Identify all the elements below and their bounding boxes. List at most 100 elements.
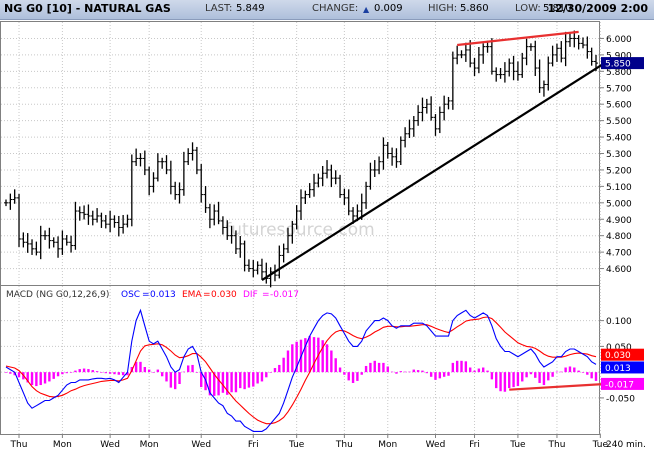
dif-bar <box>217 372 220 396</box>
ohlc-bar <box>34 241 39 256</box>
dif-bar <box>503 372 507 392</box>
x-tick-label: Tue <box>592 440 609 450</box>
price-tick-label: 5.000 <box>606 199 632 209</box>
ohlc-bar <box>112 215 117 228</box>
legend-dif-value: -0.017 <box>270 290 299 300</box>
dif-bar <box>13 372 16 376</box>
low-label: LOW: <box>515 3 541 14</box>
ohlc-bar <box>147 166 152 196</box>
dif-bar <box>278 364 281 373</box>
dif-bar <box>52 372 55 379</box>
ohlc-bar <box>329 164 334 188</box>
change-arrow-icon: ▲ <box>363 5 370 14</box>
ohlc-bar <box>559 41 564 63</box>
osc-line <box>5 308 597 432</box>
ohlc-bar <box>316 173 321 188</box>
price-tick-label: 5.800 <box>606 68 632 78</box>
macd-tick-label: 0.100 <box>606 317 632 327</box>
price-tick-label: 5.600 <box>606 101 632 111</box>
symbol-title: NG G0 [10] - NATURAL GAS <box>4 2 171 15</box>
dif-bar <box>191 364 194 373</box>
ohlc-bar <box>489 38 494 75</box>
dif-bar <box>495 372 498 389</box>
dif-bar <box>351 372 355 383</box>
ohlc-bar <box>125 214 130 228</box>
dif-bar <box>369 362 372 373</box>
dif-bar <box>464 361 468 373</box>
ohlc-bar <box>186 148 191 166</box>
ohlc-bar <box>446 96 451 110</box>
dif-bar <box>126 372 129 376</box>
ohlc-bar <box>220 216 225 235</box>
dif-bar <box>4 372 8 373</box>
macd-title: MACD (NG G0,12,26,9) <box>6 290 109 300</box>
dif-bar <box>577 370 580 373</box>
dif-bar <box>486 370 489 373</box>
dif-bar <box>525 372 528 378</box>
ohlc-bar <box>168 160 173 195</box>
dif-bar <box>447 372 450 376</box>
dif-bar <box>200 372 203 388</box>
dif-bar <box>477 368 481 373</box>
legend-osc-value: 0.013 <box>150 290 176 300</box>
x-tick-label: Wed <box>191 440 211 450</box>
dif-bar <box>468 367 472 373</box>
dif-bar <box>108 372 112 374</box>
dif-bar <box>213 372 216 396</box>
dif-bar <box>399 371 402 373</box>
dif-bar <box>61 372 64 375</box>
dif-bar <box>156 369 160 373</box>
price-tick-label: 5.900 <box>606 51 632 61</box>
dif-bar <box>395 372 398 374</box>
ohlc-bar <box>394 148 399 168</box>
dif-bar <box>178 372 181 385</box>
ohlc-bar <box>342 188 347 205</box>
dif-bar <box>139 361 142 373</box>
ohlc-bar <box>238 236 243 258</box>
ohlc-bar <box>429 96 434 121</box>
ohlc-bar <box>364 181 369 209</box>
dif-bar <box>260 372 264 382</box>
ohlc-bar <box>129 154 134 227</box>
dif-bar <box>529 372 533 375</box>
ohlc-bar <box>294 205 299 230</box>
ohlc-bar <box>407 119 412 139</box>
dif-bar <box>100 372 103 373</box>
dif-bar <box>87 369 90 373</box>
dif-bar <box>356 372 359 381</box>
dif-bar <box>347 372 350 381</box>
dif-bar <box>152 372 155 373</box>
ohlc-bar <box>385 141 390 159</box>
dif-bar <box>243 372 246 390</box>
ohlc-bar <box>455 45 460 65</box>
legend-osc-name: OSC <box>121 290 140 300</box>
dif-bar <box>291 344 294 373</box>
ohlc-bar <box>524 38 529 66</box>
macd-value-tag <box>601 348 644 361</box>
dif-bar <box>586 372 589 375</box>
ohlc-bar <box>255 261 260 275</box>
ohlc-bar <box>60 230 65 255</box>
dif-bar <box>442 372 446 377</box>
ohlc-bar <box>259 258 264 280</box>
ohlc-bar <box>86 204 91 225</box>
dif-bar <box>373 360 376 373</box>
dif-bar <box>321 340 324 373</box>
dif-bar <box>269 372 272 373</box>
ohlc-bar <box>377 156 382 175</box>
ohlc-bar <box>51 237 56 248</box>
dif-bar <box>173 372 177 390</box>
trendline-upper <box>457 30 579 47</box>
dif-bar <box>169 372 173 388</box>
dif-bar <box>382 362 385 373</box>
dif-bar <box>490 372 494 380</box>
dif-bar <box>386 366 389 373</box>
dif-bar <box>9 372 12 374</box>
ohlc-bar <box>416 105 421 126</box>
ohlc-bar <box>17 193 22 247</box>
ohlc-bar <box>346 189 351 216</box>
ohlc-bar <box>533 40 538 77</box>
ohlc-bar <box>203 186 208 213</box>
dif-bar <box>26 372 29 383</box>
price-tick-label: 5.400 <box>606 134 632 144</box>
